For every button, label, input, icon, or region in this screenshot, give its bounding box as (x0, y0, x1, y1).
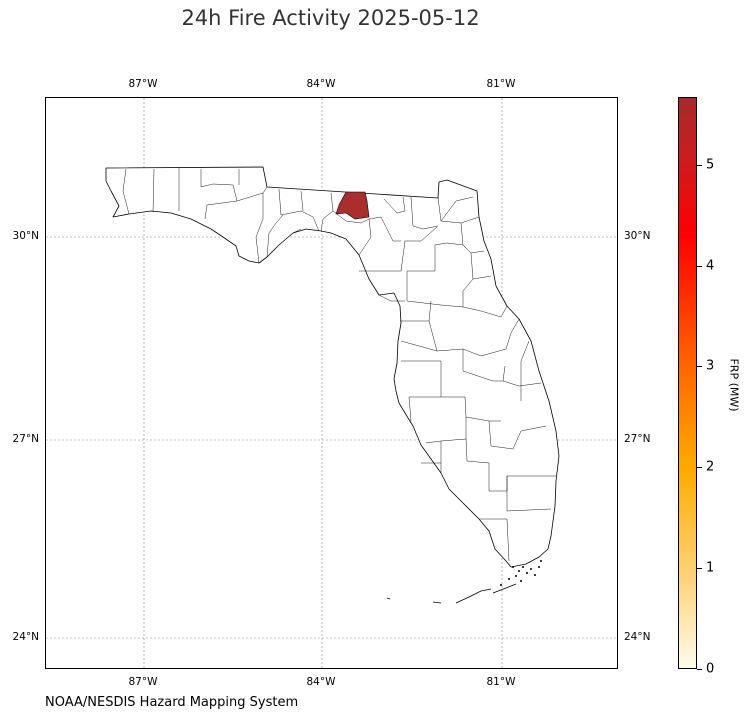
colorbar-label-5: 5 (706, 157, 715, 173)
colorbar (678, 97, 697, 669)
map-title: 24h Fire Activity 2025-05-12 (181, 6, 480, 30)
right-lat-label-24n: 24°N (624, 631, 651, 643)
top-lon-label-87w: 87°W (128, 78, 158, 90)
colorbar-tick-1 (697, 568, 702, 569)
fire-county[interactable] (335, 191, 370, 220)
colorbar-label-2: 2 (706, 459, 715, 475)
bottom-lon-label-84w: 84°W (306, 676, 336, 688)
colorbar-tick-5 (697, 165, 702, 166)
colorbar-label-4: 4 (706, 258, 715, 274)
top-lon-label-84w: 84°W (306, 78, 336, 90)
left-lat-label-27n: 27°N (12, 433, 39, 445)
florida-outline (105, 166, 560, 568)
top-lon-label-81w: 81°W (486, 78, 516, 90)
florida-map (46, 98, 617, 668)
colorbar-tick-4 (697, 266, 702, 267)
right-lat-label-30n: 30°N (624, 230, 651, 242)
colorbar-tick-0 (697, 669, 702, 670)
colorbar-tick-2 (697, 467, 702, 468)
everglades-islands (500, 560, 542, 586)
left-lat-label-24n: 24°N (12, 631, 39, 643)
bottom-lon-label-87w: 87°W (128, 676, 158, 688)
bottom-lon-label-81w: 81°W (486, 676, 516, 688)
colorbar-label-3: 3 (706, 358, 715, 374)
left-lat-label-30n: 30°N (12, 230, 39, 242)
colorbar-title: FRP (MW) (727, 358, 741, 412)
map-frame[interactable] (45, 97, 618, 669)
colorbar-label-0: 0 (706, 661, 715, 677)
right-lat-label-27n: 27°N (624, 433, 651, 445)
colorbar-label-1: 1 (706, 560, 715, 576)
florida-keys (386, 583, 517, 604)
county-boundaries (122, 168, 556, 562)
data-source-credit: NOAA/NESDIS Hazard Mapping System (45, 695, 299, 710)
colorbar-tick-3 (697, 366, 702, 367)
